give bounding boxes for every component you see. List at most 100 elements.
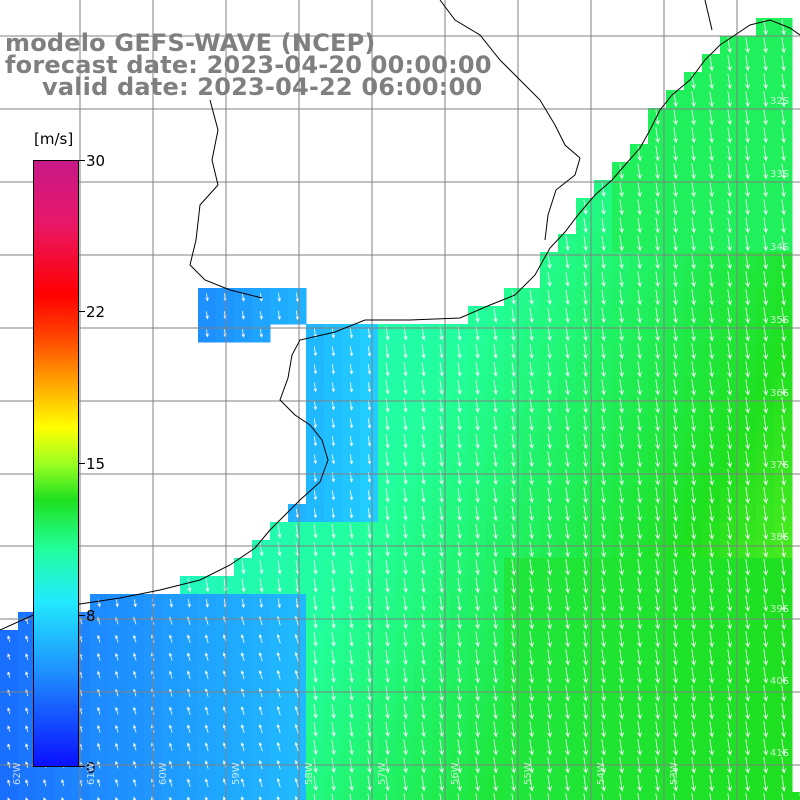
wind-arrow	[601, 487, 606, 504]
wind-arrow	[367, 685, 372, 702]
wind-arrow	[493, 523, 498, 540]
lon-label: 60W	[158, 762, 169, 785]
wind-arrow	[619, 613, 624, 630]
wind-arrow	[276, 723, 281, 734]
wind-arrow	[493, 505, 498, 522]
wind-arrow	[439, 380, 444, 395]
wind-arrow	[511, 541, 516, 558]
speed-cell	[288, 792, 307, 800]
wind-arrow	[367, 542, 372, 557]
wind-arrow	[331, 508, 335, 519]
wind-arrow	[511, 307, 516, 323]
wind-arrow	[331, 775, 336, 792]
wind-arrow	[385, 452, 390, 467]
wind-arrow	[619, 343, 624, 360]
wind-arrow	[403, 434, 408, 449]
wind-arrow	[349, 631, 354, 647]
wind-arrow	[403, 649, 408, 666]
wind-arrow	[637, 289, 642, 306]
wind-arrow	[529, 397, 534, 414]
wind-arrow	[727, 361, 732, 378]
wind-arrow	[673, 163, 678, 180]
wind-arrow	[547, 541, 552, 558]
wind-arrow	[763, 505, 768, 522]
wind-arrow	[457, 379, 462, 395]
wind-arrow	[655, 469, 660, 486]
wind-arrow	[655, 415, 660, 432]
wind-arrow	[565, 433, 570, 450]
wind-arrow	[691, 685, 696, 702]
lon-label: 56W	[450, 762, 461, 785]
wind-arrow	[691, 253, 696, 270]
wind-arrow	[187, 578, 192, 593]
wind-arrow	[204, 778, 209, 787]
wind-arrow	[367, 703, 372, 720]
wind-arrow	[277, 560, 282, 575]
wind-arrow	[601, 523, 606, 540]
wind-arrow	[403, 487, 408, 503]
wind-arrow	[727, 127, 732, 144]
wind-arrow	[691, 595, 696, 612]
wind-arrow	[691, 199, 696, 216]
lat-label: 33S	[770, 169, 790, 180]
wind-arrow	[601, 667, 606, 684]
wind-arrow	[745, 181, 750, 198]
wind-arrow	[583, 595, 588, 612]
wind-arrow	[385, 721, 390, 738]
wind-arrow	[439, 433, 444, 449]
wind-arrow	[7, 725, 11, 733]
wind-arrow	[727, 289, 732, 306]
wind-arrow	[385, 775, 390, 792]
wind-arrow	[709, 505, 714, 522]
wind-arrow	[727, 379, 732, 396]
wind-arrow	[637, 451, 642, 468]
wind-arrow	[25, 653, 29, 661]
wind-arrow	[745, 721, 750, 738]
wind-arrow	[115, 670, 119, 679]
wind-arrow	[727, 415, 732, 432]
speed-cell	[756, 792, 775, 800]
wind-arrow	[709, 523, 714, 540]
wind-arrow	[529, 613, 534, 630]
colorbar-tick-8: 8	[86, 607, 96, 625]
wind-arrow	[511, 559, 516, 576]
wind-arrow	[655, 361, 660, 378]
wind-arrow	[583, 379, 588, 396]
wind-arrow	[655, 379, 660, 396]
wind-arrow	[673, 199, 678, 216]
speed-cell	[432, 792, 451, 800]
lat-label: 41S	[770, 748, 790, 759]
wind-arrow	[529, 721, 534, 738]
wind-arrow	[313, 454, 317, 465]
wind-arrow	[637, 649, 642, 666]
wind-arrow	[655, 667, 660, 684]
speed-cell	[180, 792, 199, 800]
wind-arrow	[241, 578, 246, 593]
forecast-date: forecast date: 2023-04-20 00:00:00	[5, 51, 492, 79]
wind-arrow	[709, 235, 714, 252]
wind-arrow	[655, 235, 660, 252]
wind-arrow	[421, 793, 424, 800]
wind-arrow	[547, 505, 552, 522]
wind-arrow	[691, 271, 696, 288]
wind-arrow	[439, 721, 444, 738]
wind-arrow	[781, 541, 786, 558]
wind-arrow	[493, 487, 498, 504]
wind-arrow	[565, 793, 568, 800]
wind-arrow	[601, 469, 606, 486]
wind-arrow	[367, 649, 372, 666]
wind-arrow	[439, 559, 444, 576]
wind-arrow	[241, 560, 246, 575]
wind-arrow	[349, 595, 354, 611]
wind-arrow	[745, 685, 750, 702]
wind-arrow	[655, 577, 660, 594]
wind-arrow	[457, 505, 462, 522]
wind-arrow	[511, 343, 516, 359]
wind-arrow	[367, 382, 372, 393]
wind-arrow	[655, 127, 660, 144]
wind-arrow	[709, 145, 714, 162]
wind-arrow	[475, 703, 480, 720]
wind-arrow	[547, 595, 552, 612]
wind-arrow	[331, 631, 336, 647]
speed-cell	[774, 792, 793, 800]
